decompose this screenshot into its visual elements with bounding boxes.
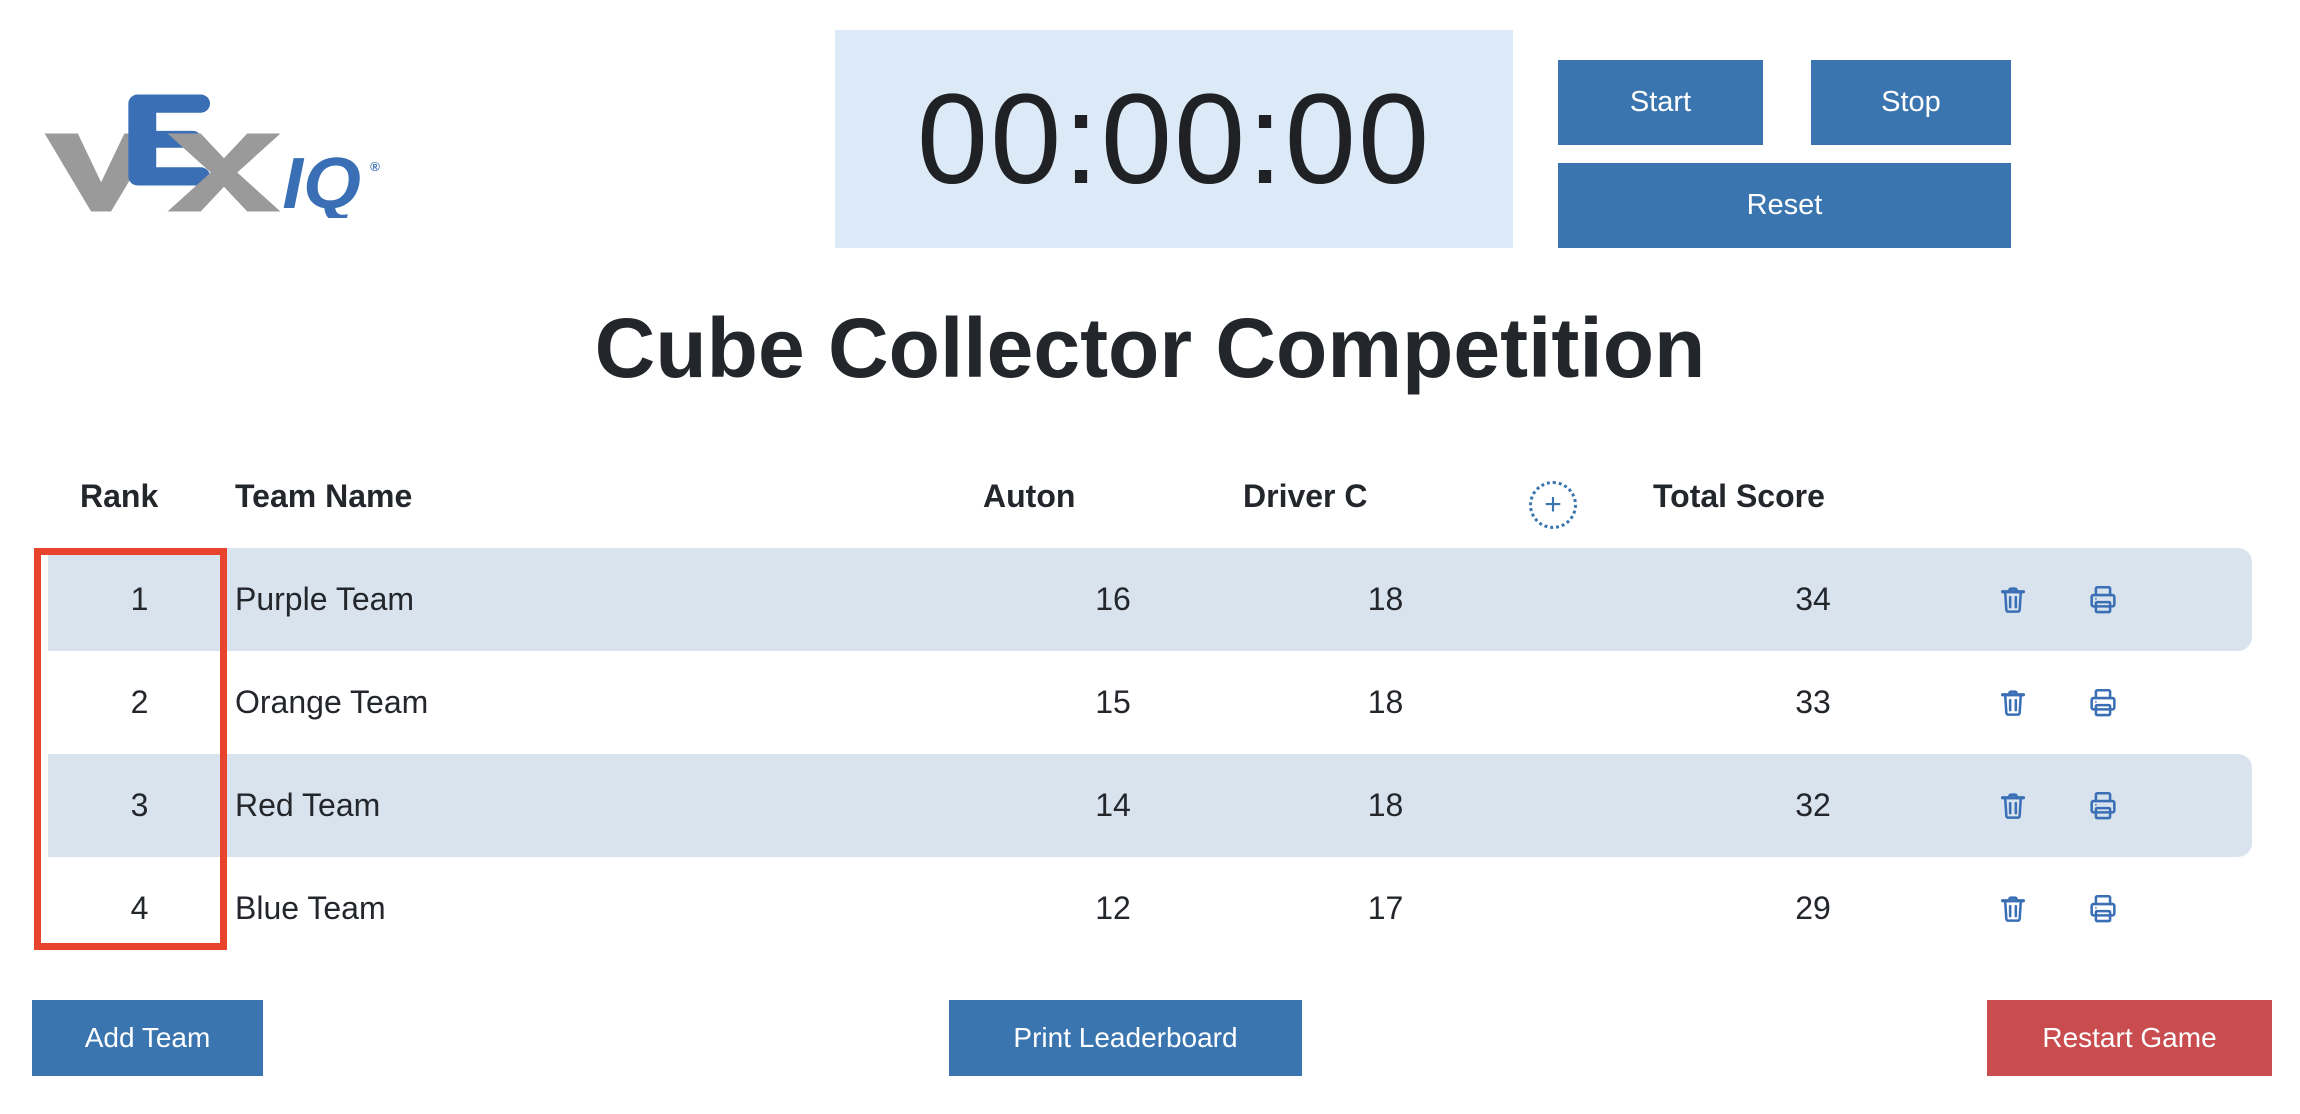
svg-text:®: ®	[370, 159, 380, 174]
svg-text:IQ: IQ	[282, 142, 361, 218]
